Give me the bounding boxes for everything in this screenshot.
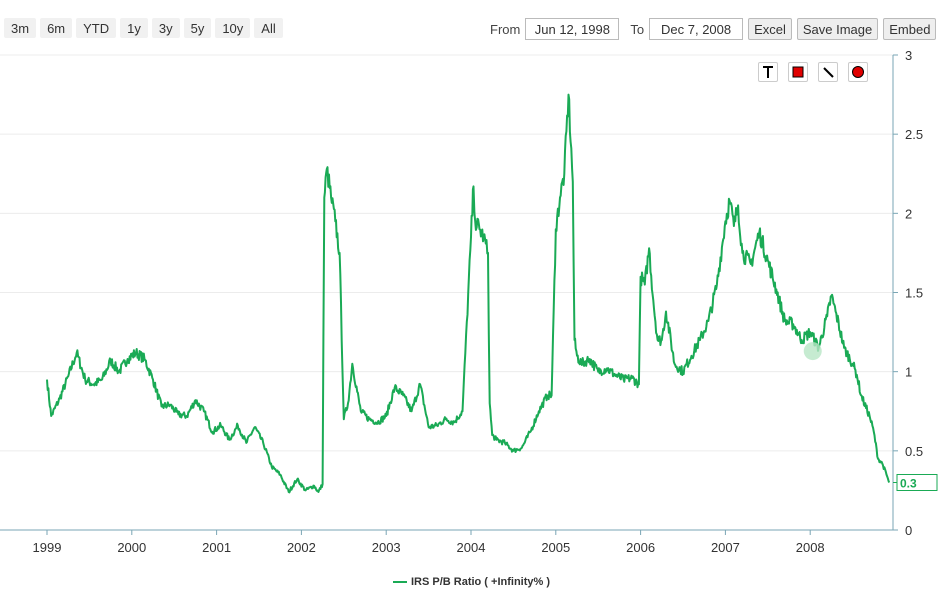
line-tool-icon: [823, 67, 834, 78]
rectangle-tool-icon: [792, 66, 804, 78]
circle-tool-button[interactable]: [848, 62, 868, 82]
range-ytd-button[interactable]: YTD: [76, 18, 117, 38]
hover-marker: [803, 342, 822, 361]
y-tick-label: 1.5: [905, 286, 923, 301]
y-tick-label: 2: [905, 206, 912, 221]
x-tick-label: 2005: [541, 540, 570, 555]
text-tool-button[interactable]: [758, 62, 778, 82]
x-tick-label: 2006: [626, 540, 655, 555]
legend-label: IRS P/B Ratio ( +Infinity% ): [410, 576, 551, 588]
x-tick-label: 2008: [796, 540, 825, 555]
range-6m-button[interactable]: 6m: [40, 18, 73, 38]
x-tick-label: 1999: [33, 540, 62, 555]
circle-tool-icon: [852, 66, 864, 78]
x-tick-label: 2003: [372, 540, 401, 555]
range-3m-button[interactable]: 3m: [4, 18, 37, 38]
rectangle-tool-button[interactable]: [788, 62, 808, 82]
range-3y-button[interactable]: 3y: [151, 18, 180, 38]
date-range-controls: From To Excel Save Image Embed: [490, 18, 937, 40]
text-tool-icon: [763, 66, 773, 78]
save-image-button[interactable]: Save Image: [796, 18, 879, 40]
excel-button[interactable]: Excel: [748, 18, 792, 40]
range-all-button[interactable]: All: [254, 18, 283, 38]
y-tick-label: 0: [905, 523, 912, 538]
y-tick-label: 0.5: [905, 444, 923, 459]
from-date-input[interactable]: [525, 18, 620, 40]
to-date-input[interactable]: [649, 18, 744, 40]
x-tick-label: 2004: [457, 540, 486, 555]
last-value-box: [896, 474, 938, 491]
x-tick-label: 2001: [202, 540, 231, 555]
range-selector: 3m 6m YTD 1y 3y 5y 10y All: [4, 18, 283, 38]
series-line: [46, 93, 891, 494]
to-label: To: [630, 21, 645, 37]
x-tick-label: 2007: [711, 540, 740, 555]
range-1y-button[interactable]: 1y: [120, 18, 148, 38]
y-tick-label: 1: [905, 365, 912, 380]
embed-button[interactable]: Embed: [883, 18, 937, 40]
y-tick-label: 2.5: [905, 127, 923, 142]
range-5y-button[interactable]: 5y: [183, 18, 212, 38]
legend-swatch: [392, 581, 407, 584]
y-tick-label: 3: [905, 48, 912, 63]
range-10y-button[interactable]: 10y: [215, 18, 251, 38]
from-label: From: [490, 21, 521, 37]
x-tick-label: 2002: [287, 540, 316, 555]
x-tick-label: 2000: [117, 540, 146, 555]
chart-legend[interactable]: IRS P/B Ratio ( +Infinity% ): [0, 576, 943, 588]
last-value-label: 0.3: [900, 477, 917, 491]
line-tool-button[interactable]: [818, 62, 838, 82]
